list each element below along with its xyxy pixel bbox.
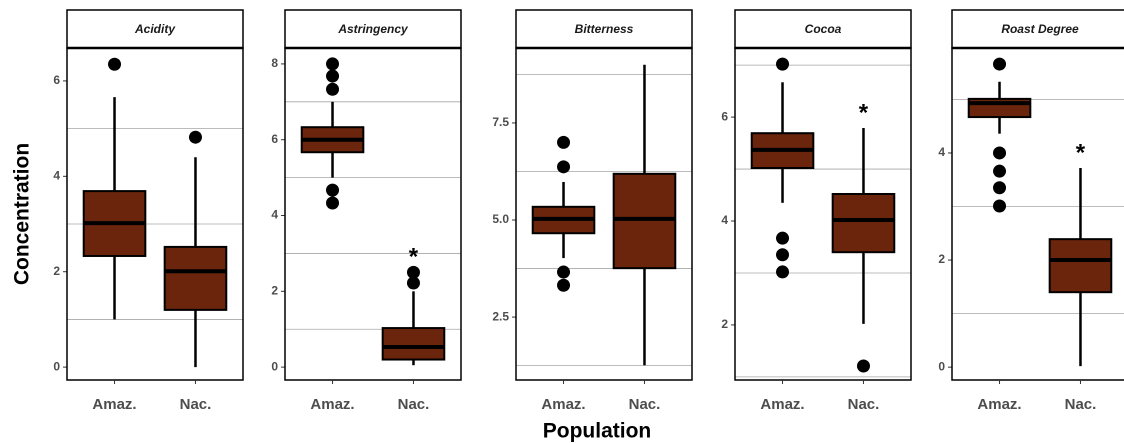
y-tick-label: 4 [53,168,60,182]
x-tick-label: Nac. [848,396,880,413]
y-tick-label: 6 [721,109,728,123]
y-tick-label: 4 [938,145,945,159]
significance-marker: * [409,244,419,271]
x-tick-label: Amaz. [92,396,136,413]
panel-title: Bitterness [575,22,634,36]
x-tick-label: Amaz. [541,396,585,413]
outlier [993,164,1007,178]
x-tick-label: Nac. [1065,396,1097,413]
y-tick-label: 2 [721,317,728,331]
outlier [557,160,571,174]
outlier [776,248,790,262]
outlier [326,183,340,197]
panel-title: Acidity [134,22,176,36]
outlier [557,278,571,292]
panel-title: Cocoa [805,22,842,36]
outlier [406,265,420,279]
y-tick-label: 0 [271,359,278,373]
outlier [406,276,420,290]
y-tick-label: 7.5 [492,115,509,129]
y-tick-label: 2.5 [492,309,509,323]
y-tick-label: 2 [53,264,60,278]
outlier [776,265,790,279]
outlier [188,130,202,144]
strip [951,9,1124,49]
y-tick-label: 2 [938,252,945,266]
strip [284,9,462,49]
x-tick-label: Amaz. [760,396,804,413]
outlier [326,69,340,83]
outlier [993,199,1007,213]
x-axis-title: Population [543,420,652,443]
x-tick-label: Nac. [398,396,430,413]
box [612,172,677,270]
box [163,245,228,311]
box [831,192,896,254]
box [381,327,446,361]
x-tick-label: Nac. [180,396,212,413]
panel-frame [951,47,1124,381]
outlier [557,265,571,279]
y-tick-label: 0 [938,359,945,373]
box [1048,238,1113,294]
y-tick-label: 0 [53,359,60,373]
panel-title: Astringency [337,22,409,36]
outlier [776,57,790,71]
y-tick-label: 6 [271,132,278,146]
y-tick-label: 4 [721,213,728,227]
outlier [326,82,340,96]
outlier [557,135,571,149]
y-tick-label: 8 [271,56,278,70]
x-tick-label: Nac. [629,396,661,413]
outlier [993,181,1007,195]
outlier [108,57,122,71]
panel-title: Roast Degree [1001,22,1079,36]
y-tick-label: 6 [53,73,60,87]
outlier [776,231,790,245]
outlier [993,146,1007,160]
outlier [326,196,340,210]
significance-marker: * [1076,139,1086,166]
significance-marker: * [859,99,869,126]
outlier [326,57,340,71]
outlier [993,57,1007,71]
x-tick-label: Amaz. [310,396,354,413]
outlier [856,359,870,373]
y-tick-label: 4 [271,208,278,222]
x-tick-label: Amaz. [977,396,1021,413]
y-tick-label: 5.0 [492,212,509,226]
y-tick-label: 2 [271,283,278,297]
strip [734,9,912,49]
y-axis-title: Concentration [11,143,34,285]
